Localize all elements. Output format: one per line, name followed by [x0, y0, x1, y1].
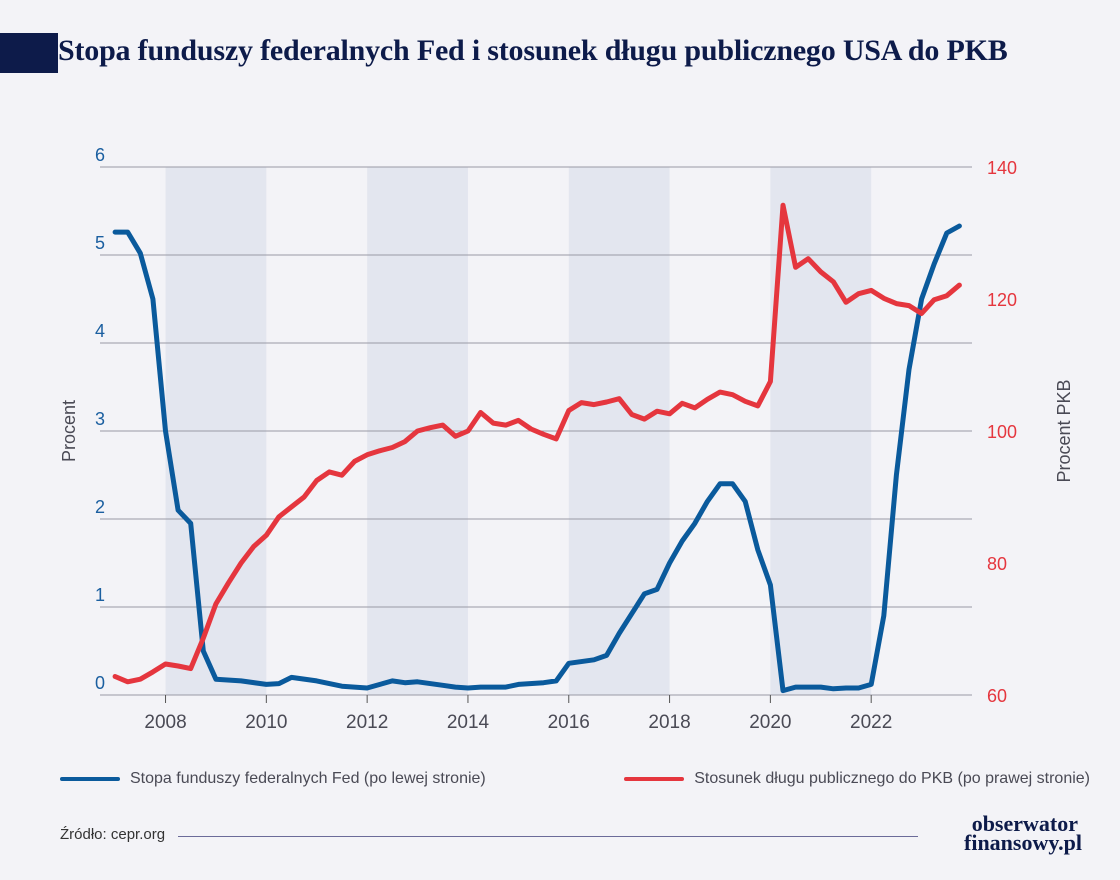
left-tick-label-1: 1 — [95, 585, 105, 605]
x-tick-label-2: 2012 — [346, 712, 388, 733]
left-axis-title: Procent — [59, 400, 79, 462]
left-tick-label-6: 6 — [95, 145, 105, 165]
logo-line-2: finansowy.pl — [964, 830, 1082, 855]
chart-title: Stopa funduszy federalnych Fed i stosune… — [58, 34, 1008, 67]
right-tick-label-1: 80 — [987, 554, 1007, 574]
right-tick-label-0: 60 — [987, 686, 1007, 706]
source-note: Źródło: cepr.org — [60, 826, 166, 843]
fed-funds-rate-line — [112, 223, 962, 694]
legend-item-debt: Stosunek długu publicznego do PKB (po pr… — [624, 770, 1090, 788]
x-tick-label-7: 2022 — [850, 712, 892, 733]
legend-item-fed: Stopa funduszy federalnych Fed (po lewej… — [60, 770, 486, 788]
right-tick-label-3: 120 — [987, 290, 1017, 310]
x-tick-label-4: 2016 — [548, 712, 590, 733]
left-tick-label-4: 4 — [95, 321, 105, 341]
right-tick-label-4: 140 — [987, 158, 1017, 178]
x-tick-label-6: 2020 — [749, 712, 791, 733]
legend-label-debt: Stosunek długu publicznego do PKB (po pr… — [694, 770, 1090, 787]
legend-label-fed: Stopa funduszy federalnych Fed (po lewej… — [130, 770, 486, 787]
x-tick-label-0: 2008 — [144, 712, 186, 733]
legend-swatch-fed — [60, 777, 120, 781]
x-tick-label-5: 2018 — [648, 712, 690, 733]
left-tick-label-5: 5 — [95, 233, 105, 253]
x-tick-label-3: 2014 — [447, 712, 490, 733]
legend: Stopa funduszy federalnych Fed (po lewej… — [60, 770, 1090, 800]
left-tick-label-2: 2 — [95, 497, 105, 517]
publisher-logo: obserwator finansowy.pl — [964, 811, 1082, 854]
x-tick-label-1: 2010 — [245, 712, 287, 733]
logo-line-1: obserwator — [971, 811, 1078, 836]
chart-area: 0 1 2 3 4 5 6 60 80 100 120 140 2008 2010 2012 2014 2016… — [59, 145, 1074, 733]
left-tick-label-3: 3 — [95, 409, 105, 429]
legend-swatch-debt — [624, 777, 685, 781]
right-tick-label-2: 100 — [987, 422, 1017, 442]
left-tick-label-0: 0 — [95, 673, 105, 693]
debt-to-gdp-line — [112, 202, 962, 685]
source-divider — [178, 836, 918, 837]
title-accent-bar — [0, 33, 58, 73]
right-axis-title: Procent PKB — [1054, 379, 1074, 482]
